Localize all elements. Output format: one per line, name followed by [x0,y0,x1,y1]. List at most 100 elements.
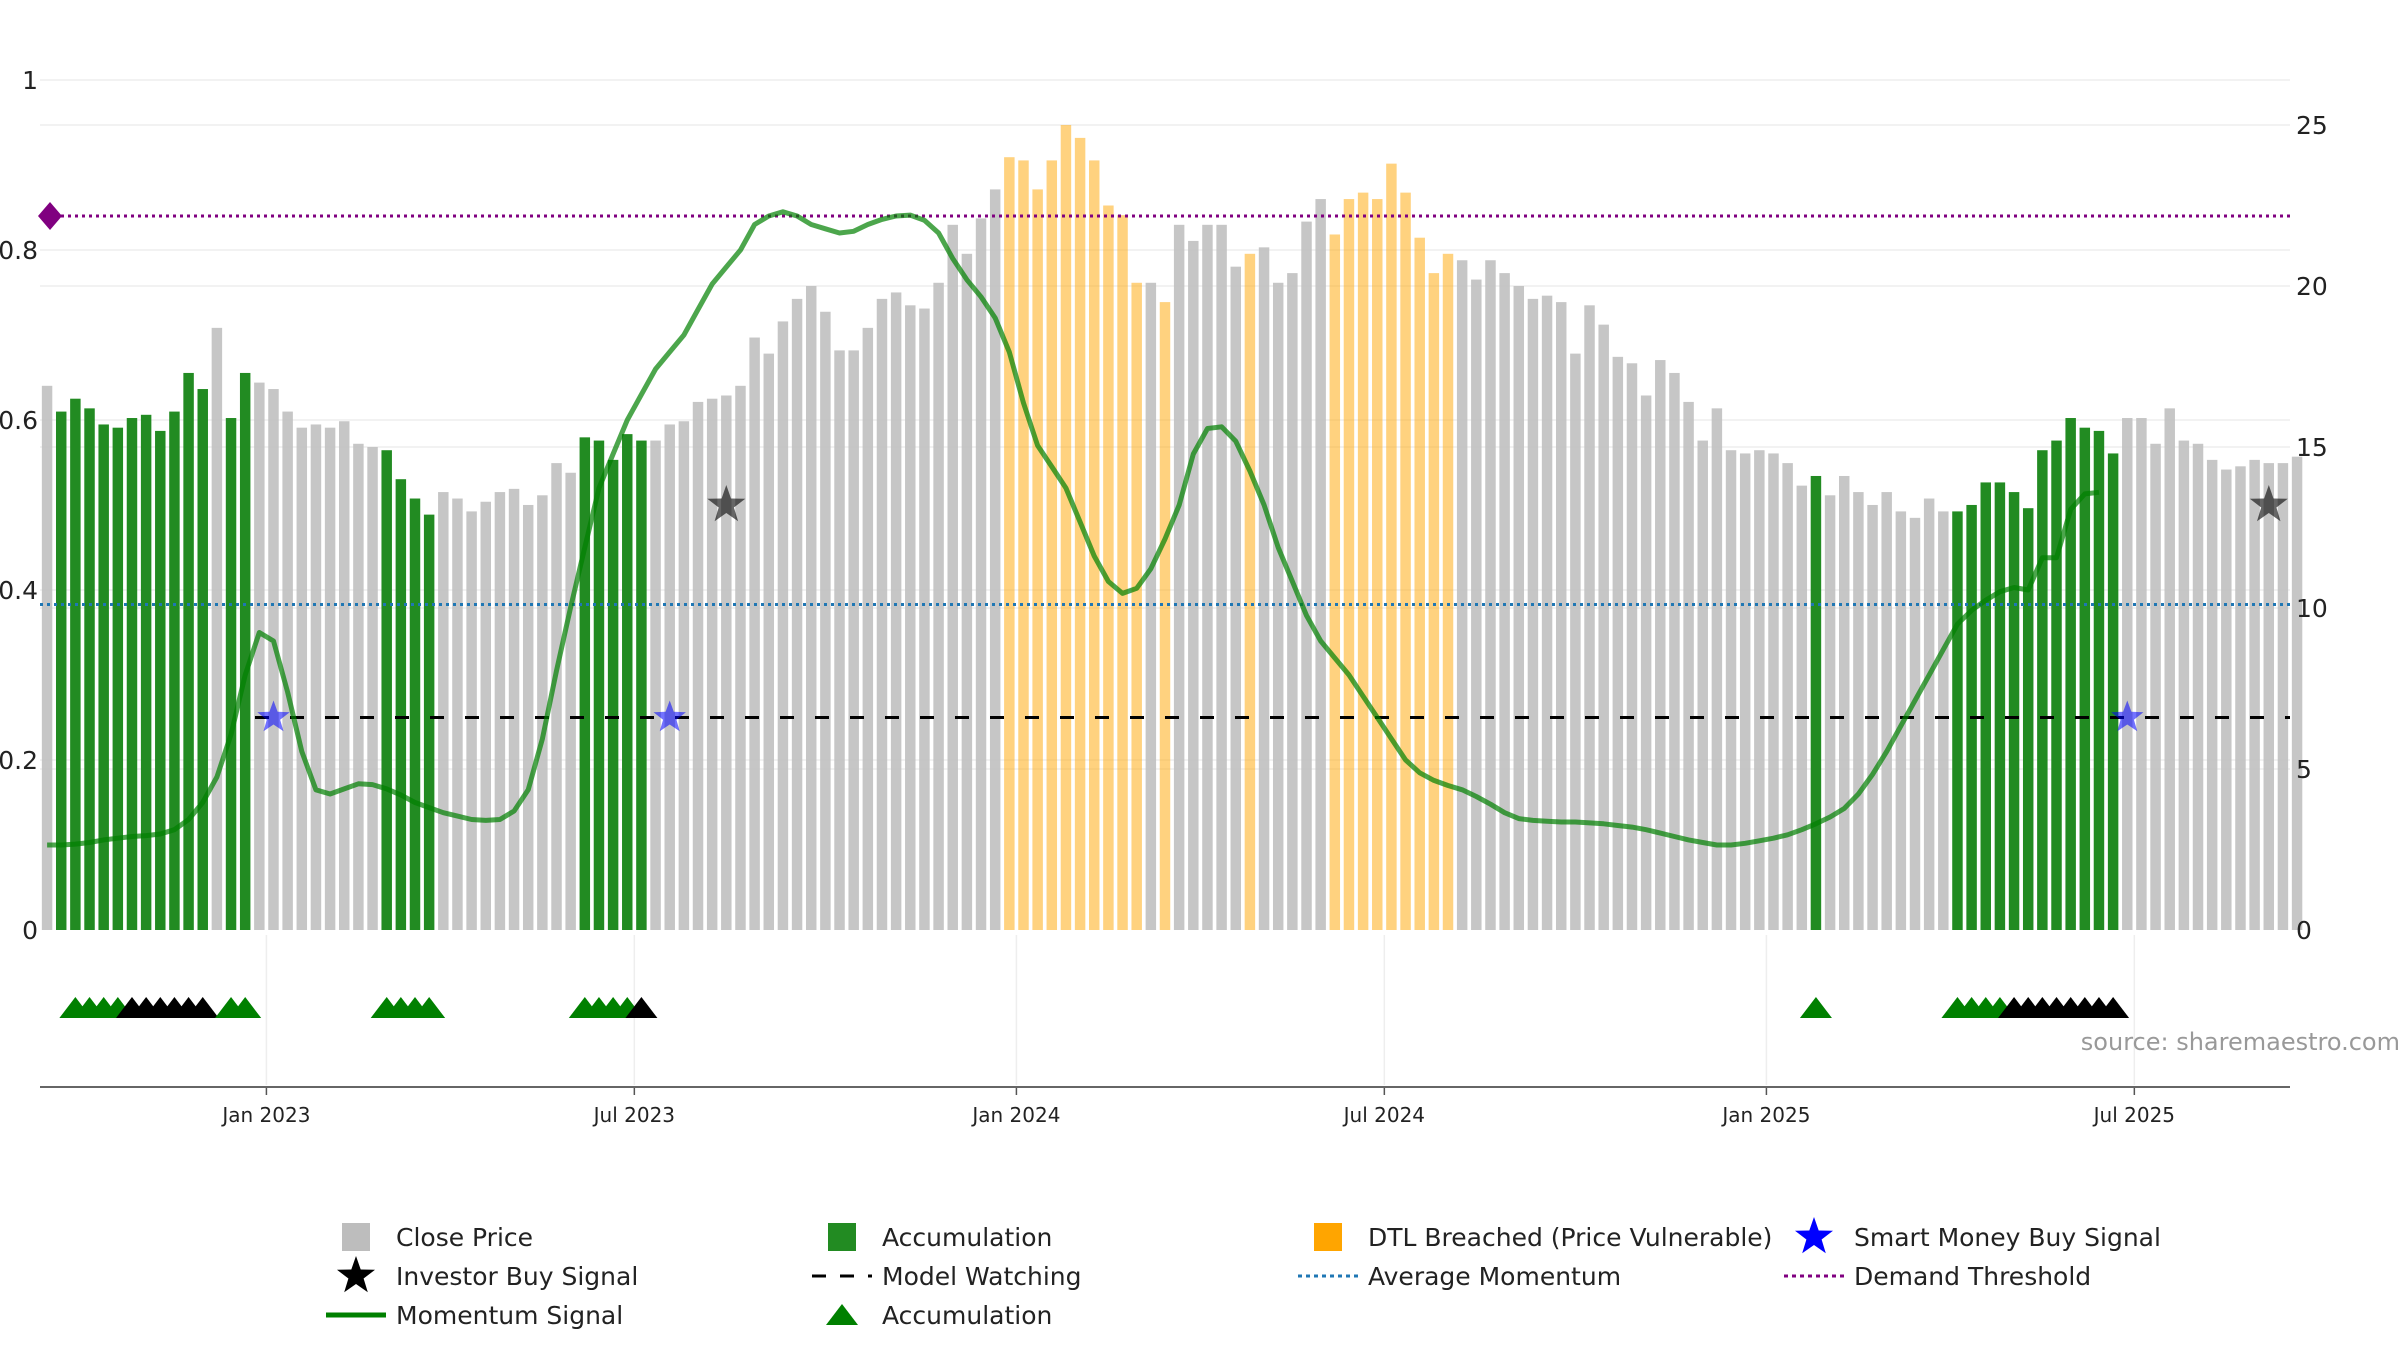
close-price-bar [1839,475,1850,930]
right-axis-tick: 10 [2296,594,2328,623]
accumulation-bar [169,411,180,931]
close-price-bar [975,218,987,930]
close-price-bar [1188,240,1199,931]
close-price-bar [706,398,718,930]
dtl-breached-bar [1131,282,1142,930]
close-price-bar [678,421,690,930]
close-price-bar [1824,495,1836,930]
close-price-bar [1909,517,1921,930]
accumulation-bar [2037,450,2048,930]
close-price-bar [1570,353,1581,930]
close-price-bar [1598,324,1609,930]
close-price-bar [367,447,378,930]
close-price-bar [650,440,661,930]
accumulation-bar [2093,430,2105,930]
close-price-bar [1683,401,1694,930]
accumulation-bar [183,372,194,930]
close-price-bar [905,305,916,930]
accumulation-bar [155,430,166,930]
close-price-bar [2150,443,2161,930]
close-price-bar [2136,418,2147,930]
accumulation-bar [2022,508,2034,930]
accumulation-bar [1980,482,1991,930]
close-price-bar [282,411,293,931]
legend-square-icon [828,1223,856,1251]
close-price-bar [989,189,1001,930]
accumulation-triangle [413,997,446,1018]
close-price-bar [1485,260,1496,930]
left-axis-tick: 0.4 [0,576,38,605]
left-axis-tick: 0 [22,916,38,945]
close-price-bar [2277,463,2289,930]
right-axis-tick: 15 [2296,433,2328,462]
close-price-bar [41,385,53,930]
close-price-bar [1315,199,1326,930]
accumulation-bar [423,514,435,930]
close-price-bar [834,350,845,930]
accumulation-bar [2107,453,2119,930]
close-price-bar [2291,456,2303,930]
accumulation-bar [1810,475,1822,930]
accumulation-triangle [229,997,262,1018]
left-axis-tick: 0.6 [0,406,38,435]
legend-label: Accumulation [882,1301,1052,1330]
accumulation-bar [1994,482,2006,930]
investor-buy-star [707,485,746,522]
x-axis-tick: Jul 2023 [592,1103,675,1127]
legend-item: Accumulation [826,1301,1052,1330]
close-price-bar [438,492,449,930]
accumulation-bar [579,437,591,930]
close-price-bar [1626,363,1638,930]
close-price-bar [1145,282,1157,930]
close-price-bar [268,389,279,930]
accumulation-bar [636,440,647,930]
close-price-bar [2263,463,2275,930]
close-price-bar [961,253,973,931]
close-price-bar [848,350,859,930]
right-axis-tick: 0 [2296,916,2312,945]
smart-money-buy-star [653,700,686,732]
close-price-bar [1527,298,1539,930]
close-price-bar [1612,356,1624,931]
legend: Close Price Accumulation DTL Breached (Pri… [326,1217,2161,1330]
x-axis-tick: Jul 2024 [1342,1103,1425,1127]
legend-item: Accumulation [828,1223,1052,1252]
close-price-bar [1725,450,1737,930]
x-axis-tick: Jan 2024 [970,1103,1060,1127]
dtl-breached-bar [1117,215,1128,930]
close-price-bar [1555,302,1567,931]
legend-star-icon [1795,1217,1833,1254]
close-price-bar [1655,360,1666,930]
close-price-bar [1513,286,1525,930]
close-price-bar [1541,295,1553,930]
dtl-breached-bar [1400,192,1411,930]
accumulation-bar [197,389,208,930]
right-axis-tick: 20 [2296,272,2328,301]
close-price-bar [1669,372,1680,930]
accumulation-triangle [1799,997,1832,1018]
close-price-bar [1923,498,1935,930]
dtl-breached-bar [1089,160,1100,931]
close-price-bar [1584,305,1595,930]
legend-label: DTL Breached (Price Vulnerable) [1368,1223,1772,1252]
close-price-bar [211,327,223,930]
close-price-bar [2249,459,2260,930]
legend-label: Momentum Signal [396,1301,623,1330]
accumulation-bar [2065,418,2076,930]
accumulation-bar [593,440,605,930]
close-price-bar [480,501,491,930]
close-price-bar [763,353,775,930]
accumulation-triangle-black [625,997,658,1018]
dtl-breached-bar [1032,189,1043,930]
close-price-bar [735,385,746,930]
close-price-bar [452,498,463,930]
legend-item: DTL Breached (Price Vulnerable) [1314,1223,1772,1252]
close-price-bar [1216,224,1227,930]
smart-money-buy-star [257,700,290,732]
legend-item: Smart Money Buy Signal [1795,1217,2161,1254]
close-price-bar [1272,282,1284,930]
legend-square-icon [1314,1223,1342,1251]
close-price-bar [890,292,902,930]
accumulation-bar [140,414,152,930]
accumulation-bar [2008,492,2020,930]
